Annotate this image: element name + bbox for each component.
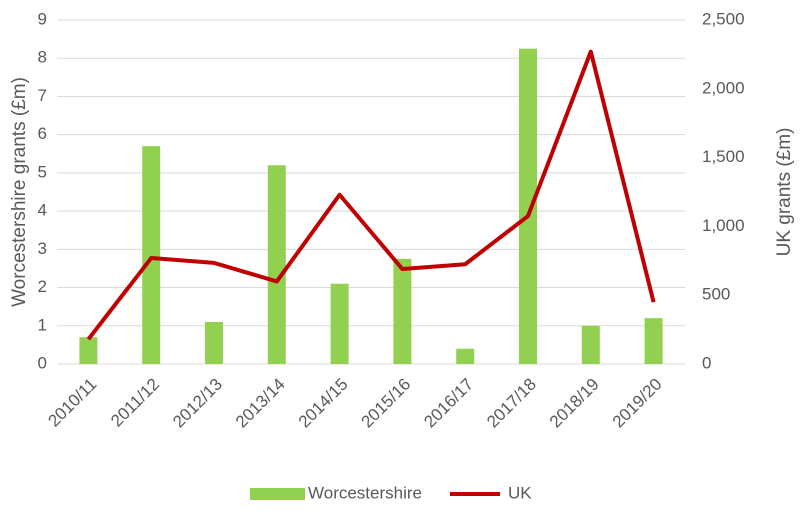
bar <box>79 337 98 364</box>
y-tick-label: 7 <box>38 86 47 105</box>
y-tick-label: 5 <box>38 162 47 181</box>
bar <box>519 48 537 365</box>
legend-swatch <box>250 488 305 500</box>
y-tick-label: 1 <box>38 315 47 334</box>
y-axis-title: Worcestershire grants (£m) <box>9 77 30 307</box>
bar <box>142 146 161 364</box>
bar <box>581 325 600 364</box>
y2-tick-label: 1,000 <box>702 216 745 235</box>
bar <box>267 165 286 364</box>
legend-label: Worcestershire <box>308 483 422 502</box>
line <box>86 49 656 341</box>
x-tick-label: 2011/12 <box>107 375 163 431</box>
bar <box>393 258 412 364</box>
legend-label: UK <box>508 483 532 502</box>
y2-tick-label: 2,000 <box>702 78 745 97</box>
bar <box>456 348 475 364</box>
x-tick-label: 2019/20 <box>609 375 666 432</box>
y2-tick-label: 2,500 <box>702 9 745 28</box>
x-tick-label: 2014/15 <box>295 375 352 432</box>
y2-tick-label: 1,500 <box>702 147 745 166</box>
bar <box>644 318 663 364</box>
y-tick-label: 8 <box>38 48 47 67</box>
y2-axis-title: UK grants (£m) <box>774 128 795 257</box>
bar <box>330 283 349 364</box>
x-tick-label: 2010/11 <box>44 375 100 431</box>
x-tick-label: 2012/13 <box>169 375 226 432</box>
y2-tick-label: 0 <box>702 353 711 372</box>
bar <box>205 321 223 364</box>
y-tick-label: 2 <box>38 277 47 296</box>
y-tick-label: 6 <box>38 124 47 143</box>
x-tick-label: 2018/19 <box>546 375 603 432</box>
y-tick-label: 9 <box>38 9 47 28</box>
y-tick-label: 0 <box>38 353 47 372</box>
x-tick-label: 2017/18 <box>483 375 540 432</box>
y2-tick-label: 500 <box>702 285 730 304</box>
y-tick-label: 4 <box>38 201 47 220</box>
x-tick-label: 2016/17 <box>420 375 477 432</box>
y-tick-label: 3 <box>38 239 47 258</box>
x-tick-label: 2013/14 <box>232 375 289 432</box>
x-tick-label: 2015/16 <box>358 375 415 432</box>
